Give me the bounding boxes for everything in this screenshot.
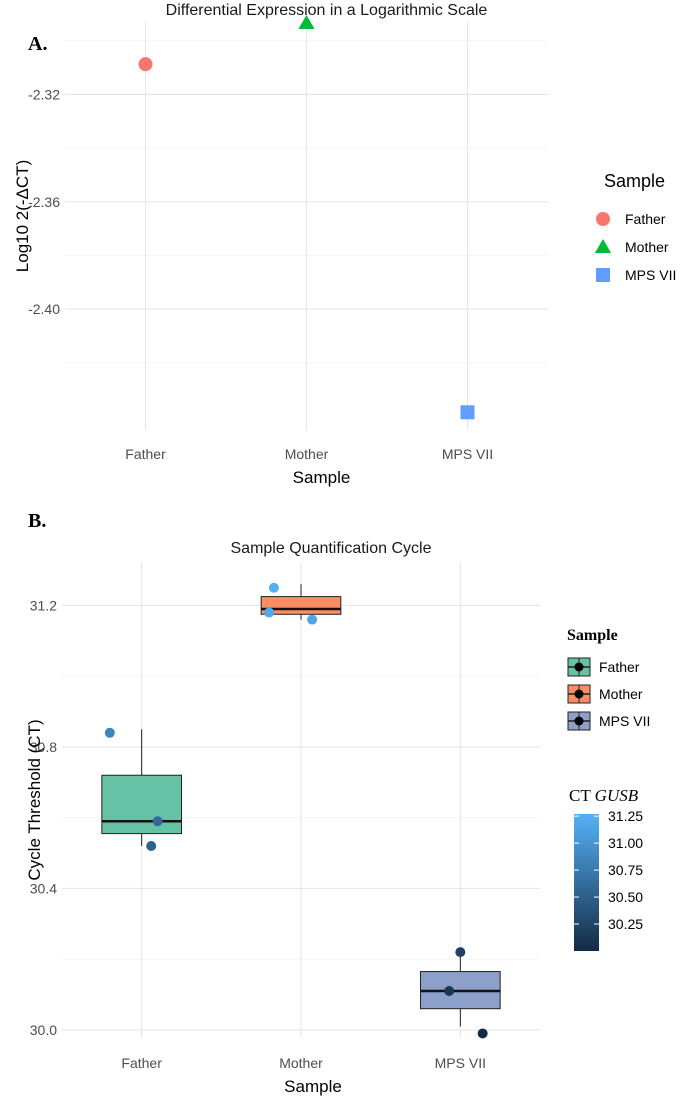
chart-a: -2.32 -2.36 -2.40 Father Mother MPS VII Differ… <box>13 2 676 487</box>
box-father <box>101 774 182 835</box>
chart-b: 30.0 30.4 30.8 31.2 Father Mother MPS VII Sampl… <box>25 540 650 1096</box>
y-tick-label: -2.32 <box>28 86 60 102</box>
legend-key-mps-vii <box>596 268 610 282</box>
x-axis-label: Sample <box>293 468 351 487</box>
colorbar-title: CT GUSB <box>569 786 639 805</box>
legend-label-mps-vii: MPS VII <box>599 713 650 729</box>
data-point-mother <box>307 614 318 625</box>
y-axis-label: Cycle Threshold (CT) <box>25 719 44 880</box>
panel-b-label: B. <box>28 510 47 532</box>
panel-a-label: A. <box>28 33 48 55</box>
y-tick-label: 30.4 <box>30 880 57 896</box>
x-tick-label: Mother <box>285 446 329 462</box>
legend-label-father: Father <box>599 659 640 675</box>
legend-label-father: Father <box>625 211 666 227</box>
colorbar-tick-label: 31.00 <box>608 835 643 851</box>
colorbar-title-prefix: CT <box>569 786 595 805</box>
legend-title: Sample <box>604 171 665 191</box>
legend-key-mother <box>567 684 591 704</box>
colorbar-title-gene: GUSB <box>595 786 639 805</box>
colorbar-tick-label: 30.25 <box>608 916 643 932</box>
legend-key-point <box>574 716 584 726</box>
data-point-mps-vii <box>477 1028 488 1039</box>
y-tick-label: 31.2 <box>30 597 57 613</box>
legend-key-point <box>574 689 584 699</box>
data-point-mother <box>268 582 279 593</box>
y-tick-label: -2.36 <box>28 194 60 210</box>
data-point-father <box>146 840 157 851</box>
colorbar-tick-label: 31.25 <box>608 808 643 824</box>
data-point-mps-vii <box>444 986 455 997</box>
data-point-mother <box>298 15 315 30</box>
data-point-mother <box>264 607 275 618</box>
data-point-father <box>152 816 163 827</box>
legend-key-point <box>574 662 584 672</box>
x-tick-label: Father <box>125 446 166 462</box>
data-point-father <box>138 57 153 72</box>
y-tick-label: 30.0 <box>30 1022 57 1038</box>
y-tick-label: 30.8 <box>30 739 57 755</box>
legend-key-mps-vii <box>567 711 591 731</box>
x-tick-label: Father <box>121 1055 162 1071</box>
chart-title: Differential Expression in a Logarithmic… <box>166 2 488 19</box>
chart-title: Sample Quantification Cycle <box>231 540 432 557</box>
x-axis-label: Sample <box>284 1077 342 1096</box>
y-axis-label: Log10 2(-ΔCT) <box>13 160 32 272</box>
legend-key-father <box>596 212 610 226</box>
x-tick-label: MPS VII <box>435 1055 486 1071</box>
legend-title: Sample <box>567 627 618 644</box>
colorbar <box>574 814 599 951</box>
legend-label-mps-vii: MPS VII <box>625 267 676 283</box>
legend-label-mother: Mother <box>625 239 669 255</box>
x-tick-label: MPS VII <box>442 446 493 462</box>
legend-key-mother <box>594 238 612 253</box>
data-point-mps-vii <box>460 405 475 420</box>
colorbar-tick-label: 30.75 <box>608 862 643 878</box>
legend-key-father <box>567 657 591 677</box>
data-point-father <box>104 727 115 738</box>
colorbar-tick-label: 30.50 <box>608 889 643 905</box>
x-tick-label: Mother <box>279 1055 323 1071</box>
y-tick-label: -2.40 <box>28 301 60 317</box>
data-point-mps-vii <box>455 947 466 958</box>
legend-label-mother: Mother <box>599 686 643 702</box>
